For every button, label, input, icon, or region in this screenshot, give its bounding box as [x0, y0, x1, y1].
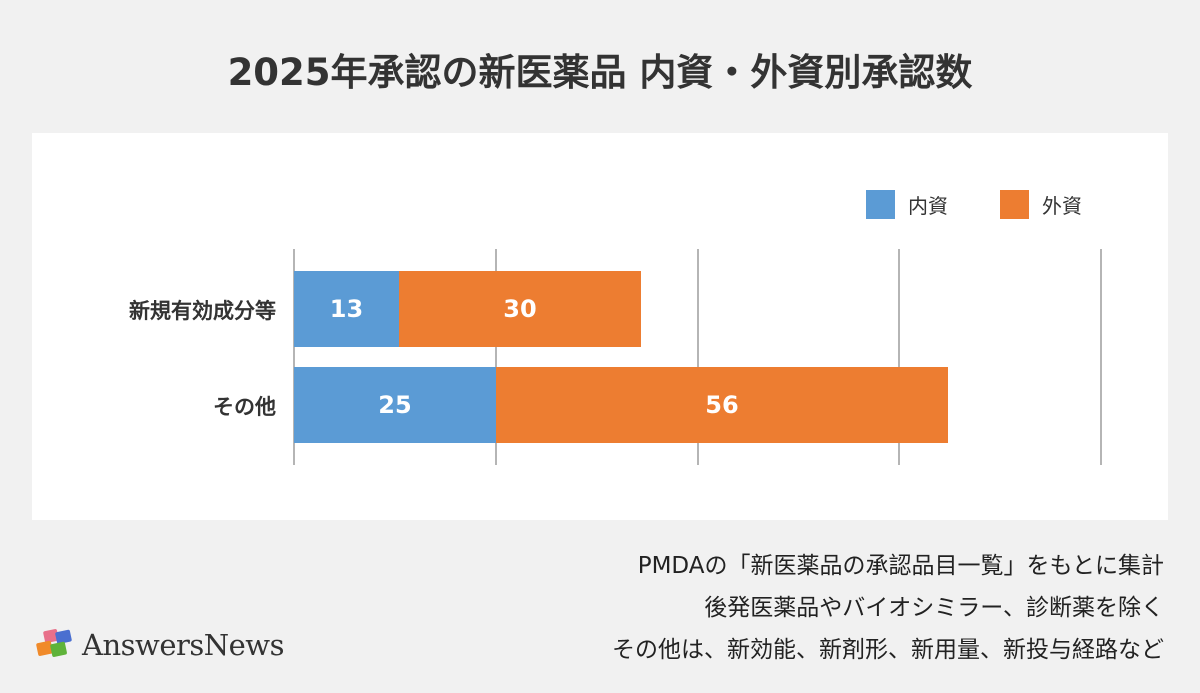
bar-segment: 56 — [496, 367, 948, 443]
gridline — [293, 249, 295, 465]
legend-item-foreign: 外資 — [1000, 190, 1082, 219]
bar-segment: 13 — [294, 271, 399, 347]
gridline — [898, 249, 900, 465]
legend-label-domestic: 内資 — [908, 194, 948, 218]
gridline — [495, 249, 497, 465]
bar-segment: 25 — [294, 367, 496, 443]
legend-swatch-domestic — [866, 190, 895, 219]
legend-item-domestic: 内資 — [866, 190, 948, 219]
note-line: PMDAの「新医薬品の承認品目一覧」をもとに集計 — [637, 553, 1164, 579]
legend: 内資 外資 — [866, 190, 1134, 219]
notes: PMDAの「新医薬品の承認品目一覧」をもとに集計 後発医薬品やバイオシミラー、診… — [612, 545, 1164, 671]
chart-title: 2025年承認の新医薬品 内資・外資別承認数 — [227, 51, 973, 94]
bar-segment: 30 — [399, 271, 641, 347]
legend-swatch-foreign — [1000, 190, 1029, 219]
logo-text: AnswersNews — [82, 628, 284, 662]
note-line: 後発医薬品やバイオシミラー、診断薬を除く — [704, 595, 1164, 621]
gridline — [697, 249, 699, 465]
category-label: 新規有効成分等 — [129, 299, 276, 323]
legend-label-foreign: 外資 — [1042, 194, 1082, 218]
category-label: その他 — [213, 395, 276, 419]
note-line: その他は、新効能、新剤形、新用量、新投与経路など — [612, 637, 1164, 663]
puzzle-logo-icon — [36, 629, 72, 657]
answersnews-logo: AnswersNews — [34, 628, 284, 662]
gridline — [1100, 249, 1102, 465]
